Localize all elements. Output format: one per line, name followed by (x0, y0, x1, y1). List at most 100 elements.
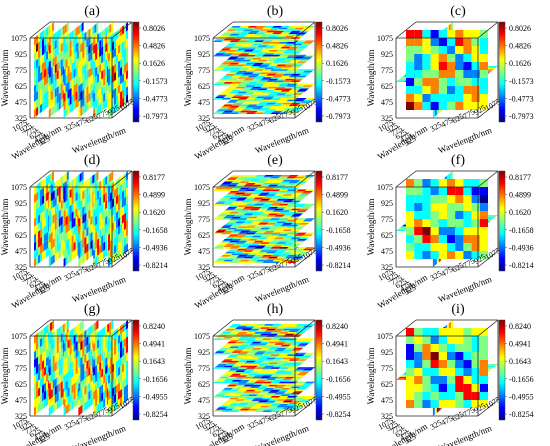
heatmap-cell (294, 360, 305, 363)
y-tick-label: 625 (15, 82, 27, 91)
heatmap-cell (471, 187, 480, 195)
heatmap-cell (50, 34, 53, 45)
heatmap-cell (414, 360, 423, 368)
heatmap-cell (103, 342, 106, 352)
heatmap-cell (215, 394, 226, 396)
heatmap-cell (105, 340, 108, 351)
heatmap-cell (235, 58, 246, 60)
heatmap-cell (253, 56, 264, 58)
heatmap-cell (288, 32, 299, 34)
heatmap-cell (258, 364, 269, 366)
heatmap-cell (278, 346, 289, 348)
heatmap-cell (233, 45, 244, 47)
heatmap-cell (286, 381, 297, 384)
heatmap-cell (245, 396, 256, 398)
heatmap-cell (255, 26, 266, 28)
heatmap-cell (46, 199, 48, 210)
heatmap-cell (118, 177, 120, 187)
heatmap-cell (50, 74, 53, 85)
heatmap-cell (110, 215, 112, 226)
heatmap-cell (65, 183, 68, 194)
heatmap-cell (42, 400, 44, 410)
heatmap-cell (40, 31, 42, 42)
heatmap-cell (223, 336, 234, 339)
heatmap-cell (229, 218, 240, 220)
heatmap-cell (56, 203, 59, 213)
heatmap-cell (253, 85, 264, 87)
heatmap-cell (294, 397, 305, 400)
heatmap-cell (42, 344, 44, 354)
heatmap-cell (223, 90, 234, 92)
heatmap-cell (247, 53, 258, 55)
heatmap-cell (48, 60, 51, 70)
heatmap-cell (122, 65, 124, 75)
colorbar (315, 21, 323, 123)
heatmap-cell (88, 76, 91, 86)
heatmap-cell (225, 215, 236, 217)
heatmap-cell (290, 30, 301, 33)
heatmap-cell (290, 80, 301, 82)
heatmap-cell (264, 380, 275, 382)
y-tick-label: 475 (381, 247, 393, 256)
heatmap-cell (251, 405, 262, 408)
heatmap-cell (284, 78, 295, 81)
heatmap-cell (71, 384, 74, 394)
heatmap-cell (447, 195, 456, 203)
heatmap-cell (219, 391, 230, 393)
heatmap-cell (414, 187, 423, 195)
heatmap-cell (239, 380, 250, 382)
heatmap-cell (247, 330, 258, 332)
heatmap-cell (108, 350, 110, 360)
heatmap-cell (231, 253, 242, 255)
heatmap-cell (266, 200, 277, 203)
heatmap-cell (118, 92, 120, 102)
y-tick-label: 325 (381, 412, 393, 421)
heatmap-cell (263, 26, 274, 28)
heatmap-cell (245, 99, 256, 102)
heatmap-cell (249, 208, 260, 211)
heatmap-cell (54, 79, 57, 90)
heatmap-cell (219, 184, 230, 187)
heatmap-cell (286, 189, 297, 191)
heatmap-cell (298, 372, 309, 374)
heatmap-cell (122, 190, 124, 200)
heatmap-cell (116, 78, 118, 88)
heatmap-cell (272, 239, 283, 241)
heatmap-cell (95, 199, 98, 210)
heatmap-cell (114, 252, 116, 263)
heatmap-cell (114, 196, 116, 207)
heatmap-cell (245, 325, 256, 328)
heatmap-cell (71, 219, 74, 229)
heatmap-cell (116, 211, 118, 221)
heatmap-cell (264, 253, 275, 255)
heatmap-cell (71, 195, 74, 205)
panel-label: (d) (84, 153, 101, 168)
heatmap-cell (215, 96, 226, 98)
heatmap-cell (60, 340, 63, 351)
heatmap-cell (36, 404, 38, 415)
heatmap-cell (75, 396, 78, 407)
heatmap-cell (215, 110, 226, 113)
heatmap-cell (97, 395, 100, 405)
heatmap-cell (406, 360, 415, 368)
heatmap-cell (65, 90, 68, 101)
heatmap-cell (75, 82, 78, 93)
heatmap-cell (300, 178, 311, 180)
heatmap-cell (78, 233, 81, 243)
heatmap-cell (284, 101, 295, 103)
heatmap-cell (239, 82, 250, 84)
heatmap-cell (282, 200, 293, 203)
heatmap-cell (213, 54, 224, 57)
heatmap-cell (239, 104, 250, 106)
heatmap-cell (38, 230, 40, 240)
heatmap-cell (67, 355, 70, 365)
heatmap-cell (229, 62, 240, 65)
heatmap-cell (286, 383, 297, 385)
heatmap-cell (245, 332, 256, 334)
heatmap-cell (97, 190, 100, 200)
heatmap-cell (288, 67, 299, 70)
y-tick-label: 325 (198, 114, 210, 123)
heatmap-cell (114, 228, 116, 239)
heatmap-cell (225, 400, 236, 403)
heatmap-cell (447, 70, 456, 78)
